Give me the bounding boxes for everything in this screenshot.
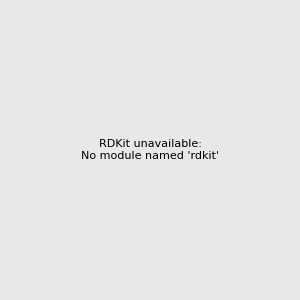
Text: RDKit unavailable:
No module named 'rdkit': RDKit unavailable: No module named 'rdki… xyxy=(81,139,219,161)
